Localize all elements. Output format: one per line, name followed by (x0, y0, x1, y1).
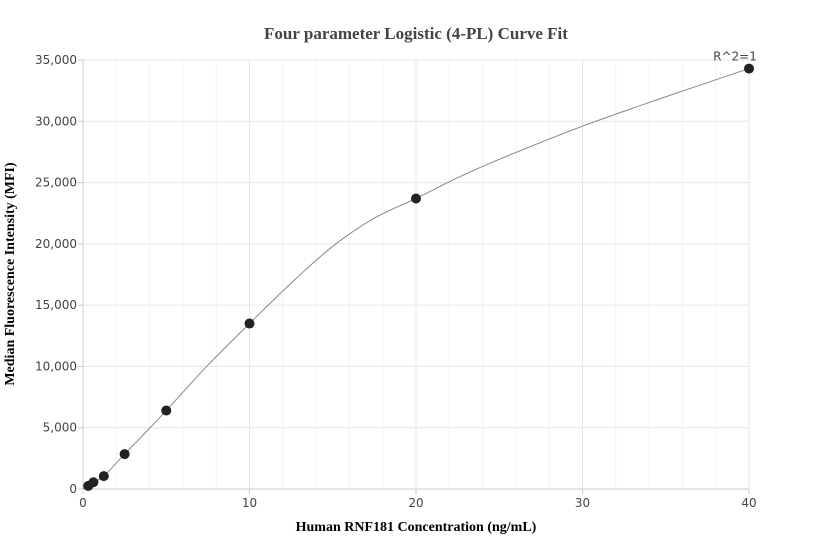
grid (83, 59, 750, 489)
x-tick-label: 0 (79, 496, 87, 510)
y-tick-label: 5,000 (43, 421, 77, 435)
x-axis-label: Human RNF181 Concentration (ng/mL) (296, 520, 537, 535)
x-tick-label: 20 (408, 496, 423, 510)
data-point (119, 449, 130, 460)
data-point (98, 471, 109, 482)
y-axis-label: Median Fluorescence Intensity (MFI) (3, 162, 18, 386)
y-tick-label: 0 (69, 482, 77, 496)
x-tick-label: 30 (575, 496, 590, 510)
x-axis-ticks: 0 10 20 30 40 (79, 489, 757, 510)
data-point (244, 318, 255, 329)
data-point (88, 477, 99, 488)
r-squared-annotation: R^2=1 (713, 50, 757, 64)
y-axis-ticks: 0 5,000 10,000 15,000 20,000 25,000 30,000 35,0… (35, 53, 83, 496)
data-point (161, 405, 172, 416)
data-points (83, 63, 754, 491)
data-point (411, 193, 421, 204)
y-tick-label: 25,000 (35, 176, 77, 190)
y-tick-label: 15,000 (35, 298, 77, 312)
y-tick-label: 30,000 (35, 114, 77, 128)
x-tick-label: 40 (741, 496, 756, 510)
y-tick-label: 10,000 (35, 359, 77, 373)
x-tick-label: 10 (242, 496, 257, 510)
y-tick-label: 20,000 (35, 237, 77, 251)
y-tick-label: 35,000 (35, 53, 77, 67)
chart-title: Four parameter Logistic (4-PL) Curve Fit (264, 24, 568, 43)
data-point (744, 63, 754, 74)
